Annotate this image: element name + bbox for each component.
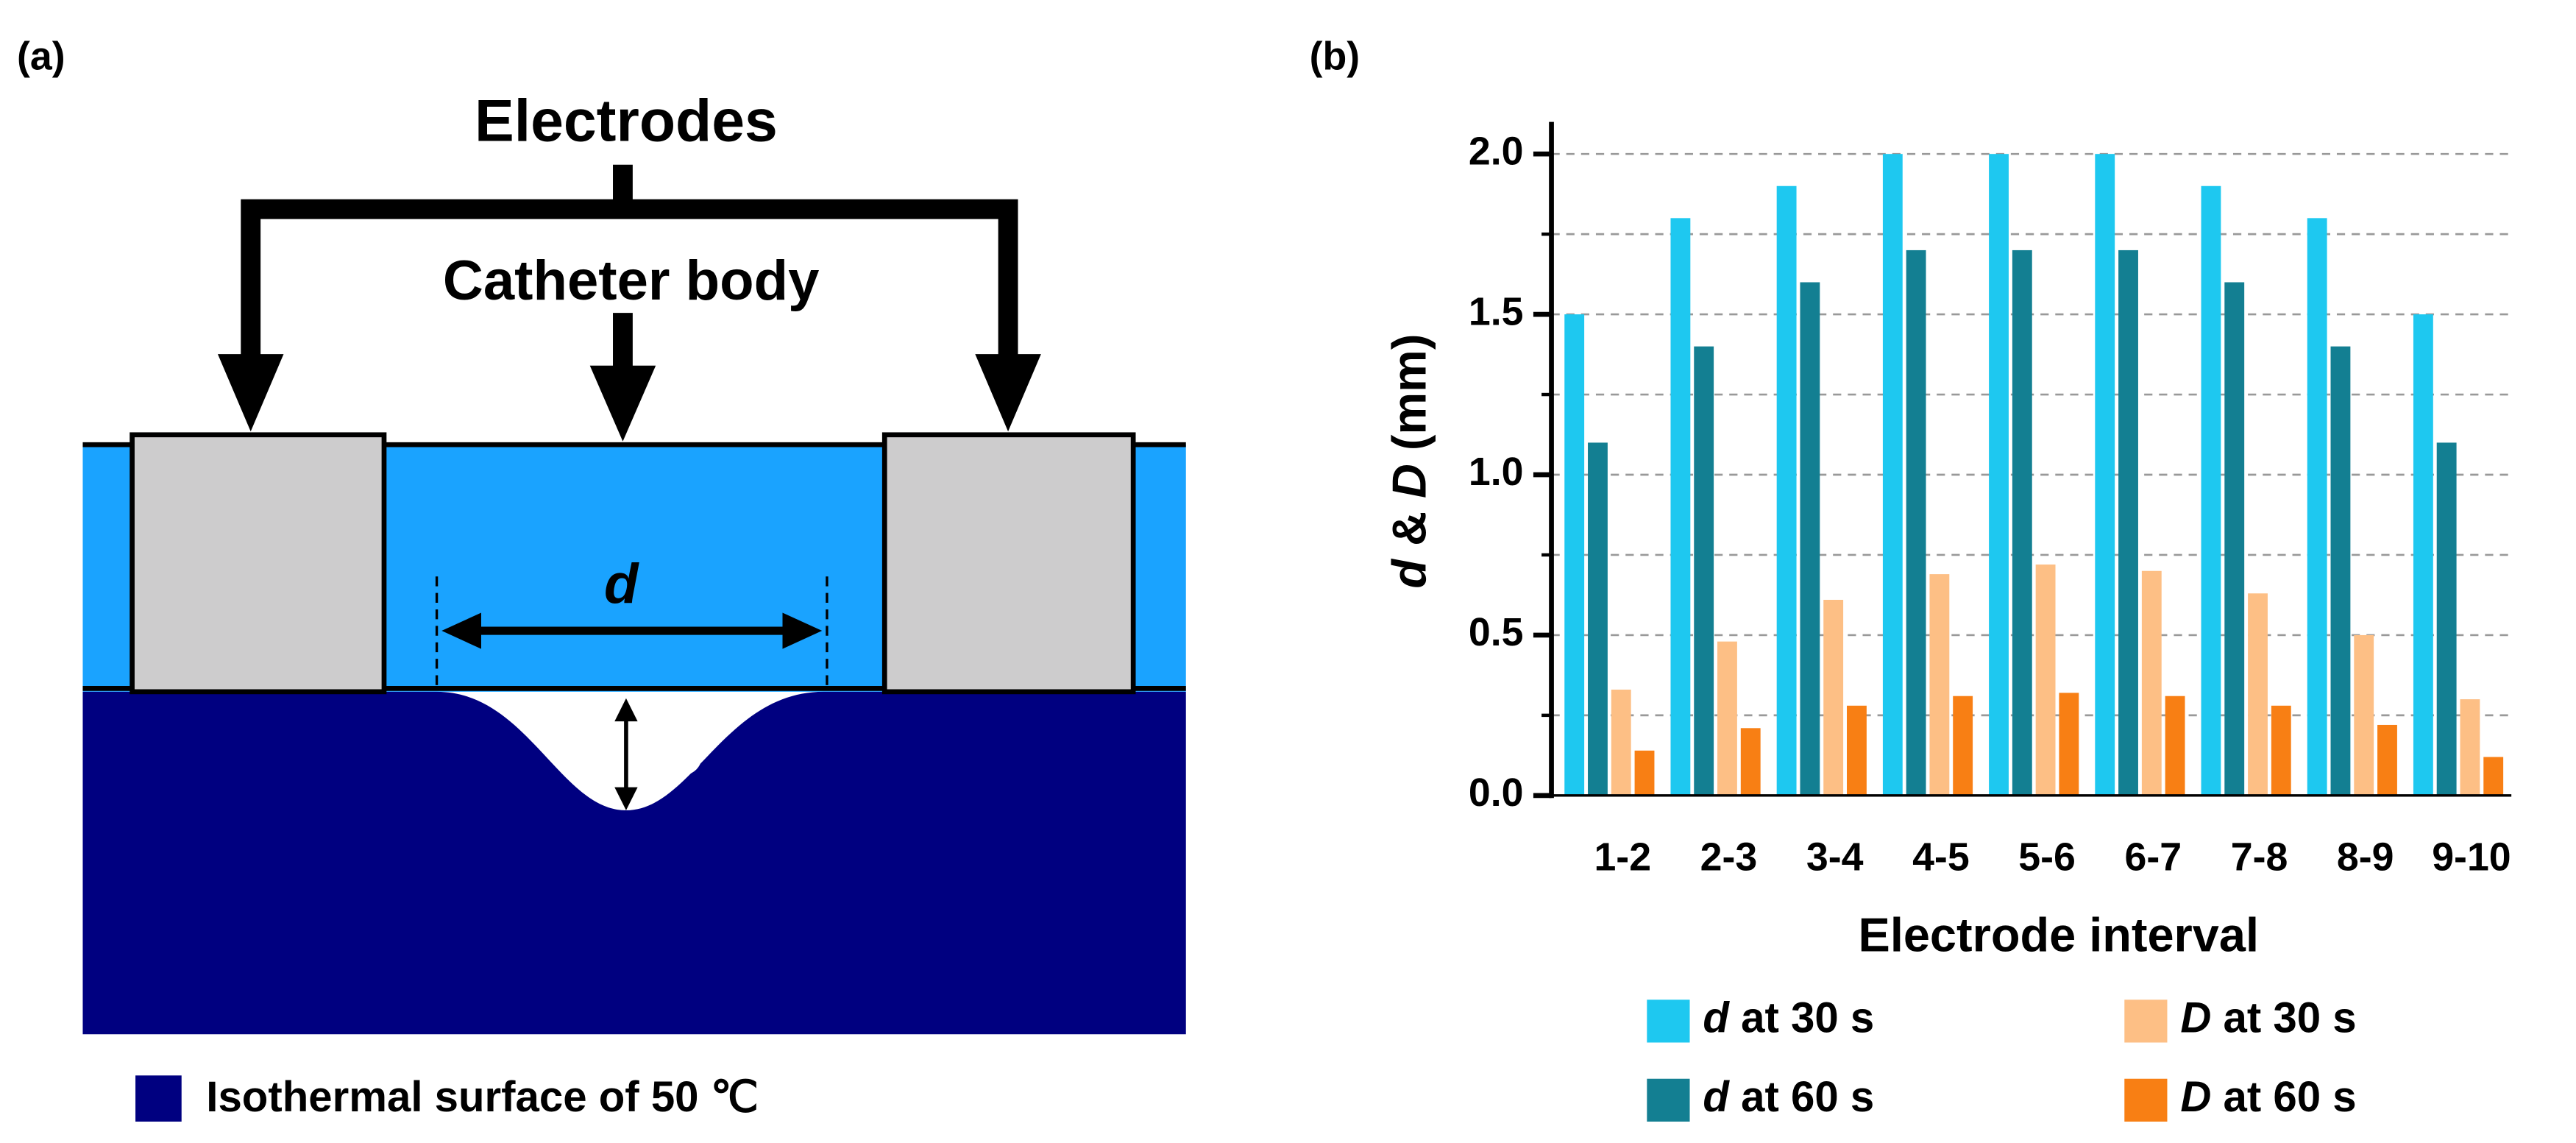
legend-label: d at 60 s: [1703, 1073, 1874, 1121]
legend-swatch: [135, 1075, 182, 1122]
x-axis-label: Electrode interval: [1859, 908, 2259, 962]
bar: [1823, 599, 1844, 796]
bar: [2307, 218, 2327, 796]
bar: [1740, 728, 1761, 796]
bar: [2377, 724, 2397, 796]
bar: [1906, 250, 1926, 796]
bar: [1670, 218, 1691, 796]
bar: [1800, 282, 1820, 796]
y-tick-label: 0.0: [1469, 771, 1524, 815]
x-tick-label: 6-7: [2125, 835, 2182, 879]
y-tick-label: 1.5: [1469, 289, 1524, 333]
bar: [2460, 699, 2480, 796]
bar: [1847, 705, 1867, 796]
legend-swatch: [1647, 999, 1690, 1043]
bar: [2059, 693, 2079, 796]
annotation: Catheter body: [443, 250, 819, 312]
y-axis-label: d & D (mm): [1383, 334, 1436, 589]
x-tick-label: 2-3: [1700, 835, 1758, 879]
bar: [1694, 346, 1714, 796]
tissue: [82, 691, 1186, 1035]
annotation: d: [604, 553, 639, 615]
electrode: [881, 432, 1136, 695]
legend-swatch: [2124, 1078, 2168, 1122]
bar: [2141, 570, 2162, 796]
bar: [2165, 696, 2185, 796]
legend-swatch: [1647, 1078, 1690, 1122]
bar: [2248, 593, 2268, 796]
electrode: [129, 432, 387, 695]
bar: [2354, 634, 2374, 796]
annotation: Electrodes: [475, 88, 778, 154]
x-tick-label: 7-8: [2231, 835, 2288, 879]
y-tick-label: 1.0: [1469, 450, 1524, 494]
bar: [1953, 696, 1973, 796]
bar: [2330, 346, 2351, 796]
panel-label: (a): [17, 35, 65, 79]
bar: [2483, 757, 2504, 796]
bar: [1634, 750, 1655, 796]
legend-label: D at 30 s: [2180, 994, 2356, 1042]
bar: [2118, 250, 2138, 796]
bar: [2035, 565, 2056, 796]
bar: [2095, 154, 2115, 796]
bar: [1776, 185, 1797, 796]
bar: [2271, 705, 2291, 796]
bar: [1588, 442, 1608, 796]
x-tick-label: 9-10: [2432, 835, 2511, 879]
legend-swatch: [2124, 999, 2168, 1043]
bar: [1929, 574, 1950, 796]
bar: [1989, 154, 2009, 796]
annotation: D: [664, 726, 704, 788]
x-tick-label: 3-4: [1806, 835, 1864, 879]
x-tick-label: 8-9: [2337, 835, 2394, 879]
bar: [1882, 154, 1903, 796]
x-tick-label: 5-6: [2018, 835, 2076, 879]
y-tick-label: 2.0: [1469, 129, 1524, 173]
bar: [2201, 185, 2221, 796]
bar: [1564, 314, 1585, 796]
x-tick-label: 1-2: [1594, 835, 1651, 879]
bar: [2012, 250, 2032, 796]
arrows: [217, 164, 1041, 442]
legend-label: d at 30 s: [1703, 994, 1874, 1042]
bar: [2413, 314, 2433, 796]
bar: [1717, 641, 1737, 796]
dimension-d: [435, 576, 828, 810]
legend-label: D at 60 s: [2180, 1073, 2356, 1121]
bar: [2224, 282, 2245, 796]
legend-label: Isothermal surface of 50 ℃: [206, 1073, 759, 1121]
bar-chart: 0.0 0.5 1.0 1.5 2.0 1-2 2-3 3-4 4-5 5-6 6-7 7-8 8-9 9…: [1383, 121, 2512, 1122]
bar: [2436, 442, 2457, 796]
y-tick-label: 0.5: [1469, 610, 1524, 654]
panel-label: (b): [1310, 35, 1360, 79]
bar: [1611, 690, 1631, 796]
x-tick-label: 4-5: [1912, 835, 1970, 879]
